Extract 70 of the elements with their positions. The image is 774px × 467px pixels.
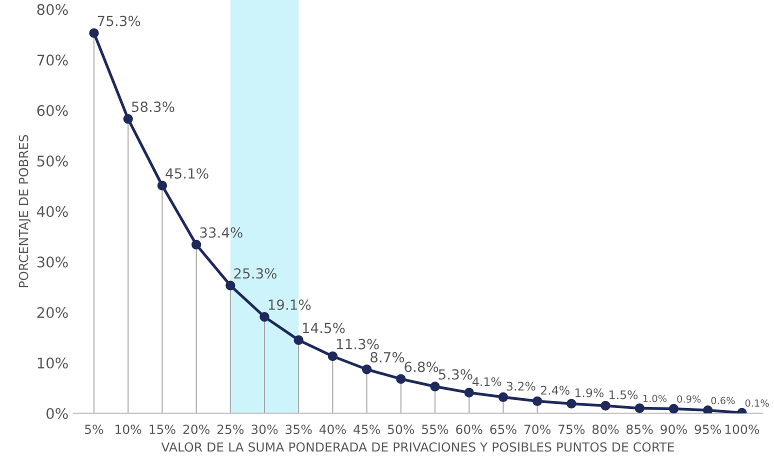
data-label: 8.7%: [370, 352, 404, 363]
point: [362, 364, 372, 374]
data-label: 3.2%: [506, 382, 536, 391]
y-axis-title: PORCENTAJE DE POBRES: [18, 134, 31, 288]
point: [498, 392, 508, 402]
point: [634, 403, 644, 414]
y-tick-label: 70%: [37, 54, 68, 66]
x-tick-label: 70%: [524, 424, 551, 434]
y-tick-label: 60%: [37, 105, 68, 116]
y-tick-label: 10%: [38, 358, 68, 369]
data-label: 5.3%: [438, 369, 472, 380]
data-label: 1.9%: [575, 388, 604, 398]
data-label: 33.4%: [200, 227, 242, 238]
y-tick-label: 80%: [37, 4, 68, 16]
x-tick-label: 40%: [319, 424, 346, 434]
x-tick-label: 25%: [217, 424, 244, 434]
data-label: 0.1%: [745, 399, 769, 407]
x-tick-label: 50%: [388, 424, 414, 434]
x-tick-label: 65%: [490, 424, 516, 434]
data-label: 2.4%: [540, 386, 570, 395]
x-tick-label: 35%: [286, 424, 312, 434]
x-tick-label: 95%: [694, 424, 722, 434]
x-tick-label: 100%: [725, 424, 760, 434]
data-label: 14.5%: [302, 322, 345, 334]
point: [464, 388, 474, 398]
data-label: 4.1%: [472, 377, 502, 386]
point: [123, 114, 133, 124]
y-tick-label: 30%: [37, 256, 68, 268]
data-label: 1.5%: [610, 390, 638, 400]
point: [566, 398, 576, 409]
point: [668, 404, 679, 414]
x-tick-label: 85%: [626, 424, 653, 434]
x-tick-label: 15%: [150, 424, 176, 434]
x-tick-label: 45%: [354, 424, 380, 434]
data-label: 0.6%: [711, 396, 735, 404]
point: [260, 312, 270, 322]
point: [157, 180, 168, 190]
data-label: 75.3%: [98, 16, 140, 26]
data-label: 58.3%: [132, 102, 174, 112]
data-label: 0.9%: [677, 395, 701, 403]
data-label: 1.0%: [643, 394, 667, 402]
point: [532, 396, 542, 406]
x-axis-title: VALOR DE LA SUMA PONDERADA DE PRIVACIONES Y POSIBLES PUNTOS DE CORTE: [161, 442, 674, 452]
y-tick-label: 0%: [46, 408, 68, 420]
x-tick-label: 5%: [85, 424, 104, 434]
y-tick-label: 40%: [36, 206, 68, 218]
point: [89, 28, 99, 38]
x-tick-label: 60%: [456, 424, 482, 434]
point: [396, 374, 406, 384]
x-tick-label: 30%: [252, 424, 278, 434]
x-tick-label: 20%: [183, 424, 210, 434]
data-label: 11.3%: [337, 338, 379, 350]
data-label: 6.8%: [404, 362, 438, 372]
data-label: 45.1%: [166, 168, 208, 179]
x-tick-label: 75%: [558, 424, 585, 434]
data-label: 25.3%: [234, 268, 277, 279]
x-tick-label: 10%: [116, 424, 142, 434]
y-tick-label: 50%: [37, 156, 68, 167]
point: [600, 400, 610, 411]
x-tick-label: 80%: [592, 424, 619, 434]
point: [226, 280, 236, 290]
y-tick-label: 20%: [37, 307, 68, 318]
point: [430, 382, 440, 392]
x-tick-label: 90%: [660, 424, 687, 434]
point: [702, 405, 713, 414]
data-label: 19.1%: [268, 299, 311, 310]
point: [191, 240, 202, 250]
x-tick-label: 55%: [422, 424, 448, 434]
point: [294, 335, 304, 345]
point: [328, 351, 338, 362]
